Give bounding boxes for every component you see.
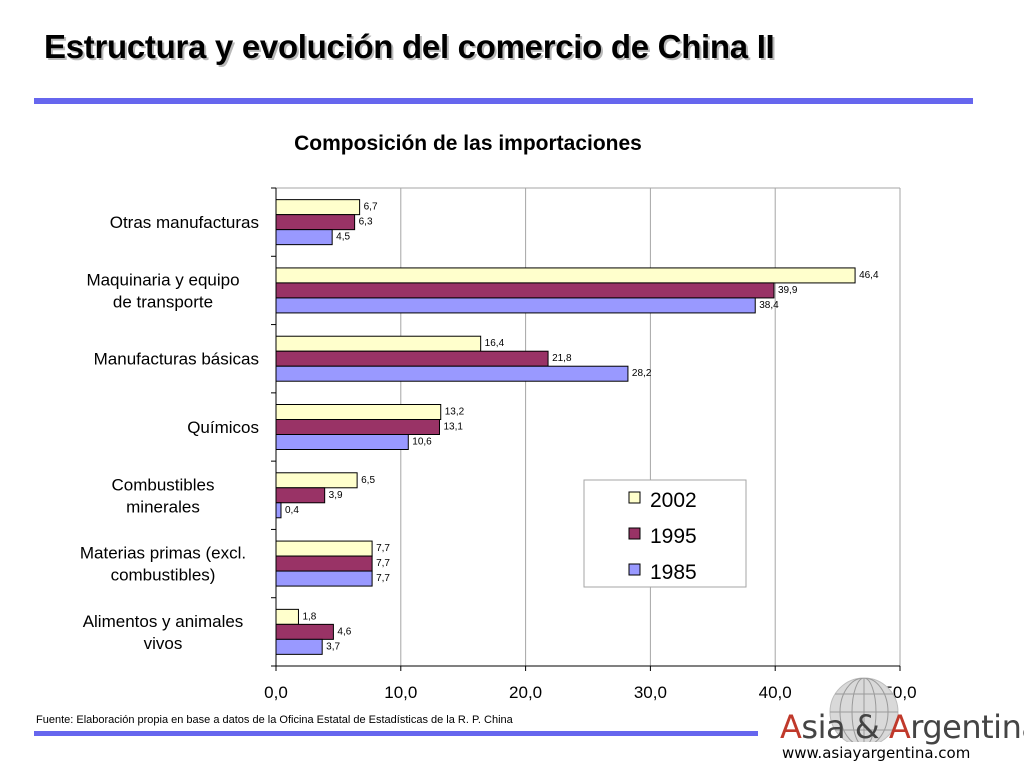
data-label: 39,9 <box>778 285 798 296</box>
category-label: minerales <box>126 497 200 516</box>
data-label: 6,5 <box>361 475 375 486</box>
bar <box>275 608 299 625</box>
bar <box>275 350 549 367</box>
bar <box>275 555 373 572</box>
footer-rule <box>34 731 758 736</box>
category-label: Materias primas (excl. <box>80 544 246 563</box>
legend-label: 1985 <box>650 561 697 584</box>
category-label: de transporte <box>113 292 213 311</box>
logo-cap-a: A <box>780 708 802 746</box>
logo-text-asia: sia & <box>801 708 889 746</box>
x-tick-label: 10,0 <box>384 683 417 702</box>
data-label: 3,7 <box>326 641 340 652</box>
category-label: Alimentos y animales <box>83 612 244 631</box>
x-tick-label: 40,0 <box>759 683 792 702</box>
bar <box>275 297 756 314</box>
bar <box>275 267 856 284</box>
bar <box>275 487 326 504</box>
bar <box>275 404 442 420</box>
data-label: 1,8 <box>302 611 316 622</box>
x-tick-label: 30,0 <box>634 683 667 702</box>
globe-icon <box>829 677 899 742</box>
data-label: 38,4 <box>759 300 779 311</box>
data-label: 7,7 <box>376 573 390 584</box>
bar <box>275 229 333 246</box>
bar <box>275 502 282 519</box>
logo-text-argentina: rgentina <box>910 708 1024 746</box>
data-label: 10,6 <box>412 437 432 448</box>
logo-cap-b: A <box>888 708 911 746</box>
chart-title: Composición de las importaciones <box>294 132 642 155</box>
bar <box>275 434 409 450</box>
x-tick-label: 0,0 <box>264 683 288 702</box>
title-underline <box>34 98 973 104</box>
category-label: Manufacturas básicas <box>94 350 259 369</box>
category-label: Otras manufacturas <box>110 213 259 232</box>
category-label: Combustibles <box>112 475 215 494</box>
bar <box>275 419 440 435</box>
legend-swatch <box>628 527 641 540</box>
data-label: 13,2 <box>445 407 465 418</box>
data-label: 7,7 <box>376 558 390 569</box>
data-label: 0,4 <box>285 505 299 516</box>
bar <box>275 335 482 352</box>
data-label: 4,6 <box>337 626 351 637</box>
data-label: 21,8 <box>552 353 572 364</box>
x-tick-label: 20,0 <box>509 683 542 702</box>
bar <box>275 638 323 655</box>
bar <box>275 214 356 231</box>
bar <box>275 199 361 216</box>
category-label: Químicos <box>187 418 259 437</box>
category-label: Maquinaria y equipo <box>86 270 239 289</box>
data-label: 6,3 <box>359 217 373 228</box>
legend-swatch <box>628 563 641 576</box>
data-label: 3,9 <box>329 490 343 501</box>
data-label: 46,4 <box>859 270 879 281</box>
bar <box>275 540 373 557</box>
data-label: 28,2 <box>632 368 652 379</box>
legend-box <box>583 479 747 588</box>
logo-wordmark: Asia & Argentina <box>780 708 1024 746</box>
bar <box>275 282 775 299</box>
slide-title: Estructura y evolución del comercio de C… <box>44 28 775 65</box>
bar <box>275 365 629 382</box>
data-label: 4,5 <box>336 232 350 243</box>
asia-argentina-logo: Asia & Argentina www.asiayargentina.com <box>764 672 1024 768</box>
data-label: 7,7 <box>376 543 390 554</box>
legend-label: 1995 <box>650 525 697 548</box>
data-label: 13,1 <box>443 422 463 433</box>
category-label: combustibles) <box>111 566 216 585</box>
data-label: 6,7 <box>364 202 378 213</box>
logo-url: www.asiayargentina.com <box>782 744 971 762</box>
legend-swatch <box>628 491 641 504</box>
bar <box>275 623 334 640</box>
category-label: vivos <box>144 634 183 653</box>
data-label: 16,4 <box>485 338 505 349</box>
source-note: Fuente: Elaboración propia en base a dat… <box>36 714 513 726</box>
bar <box>275 472 358 489</box>
imports-composition-chart: Composición de las importaciones 0,0 10,0 2… <box>80 132 917 702</box>
bar <box>275 570 373 587</box>
legend-label: 2002 <box>650 489 697 512</box>
